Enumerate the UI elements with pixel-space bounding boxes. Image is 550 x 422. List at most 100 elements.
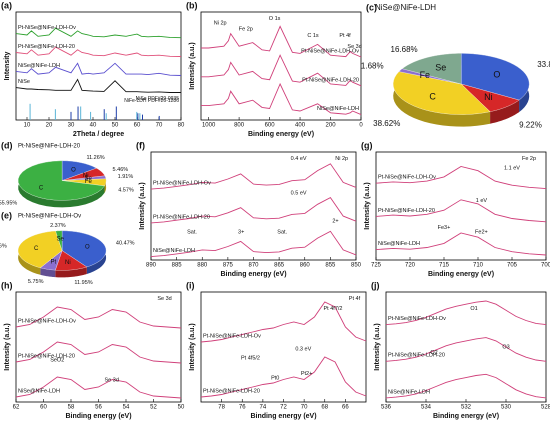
spectrum-line [200,356,367,398]
y-axis-title: Intensity (a.u.) [139,182,146,229]
x-axis-title: Binding energy (eV) [433,413,499,420]
spectrum-line [150,163,357,190]
series-label: NiSe@NiFe-LDH [388,389,430,395]
x-tick-label: 70 [156,123,163,129]
x-tick-label: 400 [295,123,306,129]
pie-side [490,100,520,124]
annotation: O1 [470,306,477,312]
pie-slice [17,230,63,268]
spectrum-line [15,27,182,39]
series-label: Pt-NiSe@NiFe-LDH-20 [153,214,210,220]
series-label: NiSe@NiFe-LDH [153,248,195,254]
pie-slice [461,83,520,112]
x-axis-title: Binding energy (eV) [250,413,316,420]
pie-slice [62,175,107,181]
x-axis-title: Binding energy (eV) [248,131,314,138]
slice-category: Ni [83,173,89,179]
pie-title: Pt-NiSe@NiFe-LDH-Ov [18,214,81,220]
series-label: NiSe@NiFe-LDH [317,106,359,112]
x-tick-label: 850 [351,263,362,269]
x-tick-label: 860 [300,263,311,269]
spectrum-line [15,62,182,76]
series-label: Pt-NiSe@NiFe-LDH-Ov [18,25,76,31]
x-tick-label: 880 [197,263,208,269]
slice-category: C [429,91,436,101]
plot-frame [150,151,357,261]
slice-value-label: 5.75% [28,279,44,285]
annotation: Fe2+ [475,229,488,235]
series-label: NiSe [18,79,30,85]
x-tick-label: 536 [381,405,392,411]
pie-side [104,178,107,193]
x-tick-label: 875 [223,263,234,269]
series-label: Pt-NiSe@NiFe-LDH-Ov [301,48,359,54]
annotation: 1 eV [476,198,488,204]
panel-letter: (h) [1,280,13,290]
slice-category: Ni [65,260,71,266]
slice-category: O [85,245,90,251]
annotation: Pt 4f [349,296,361,302]
x-tick-label: 60 [40,405,47,411]
slice-value-label: 1.68% [361,61,384,70]
pie-slice [398,68,462,85]
x-tick-label: 715 [439,263,450,269]
y-axis-title: Intensity (a.u.) [189,323,196,370]
x-tick-label: 30 [68,123,75,129]
spectrum-line [15,376,182,399]
annotation: 2+ [332,219,338,225]
spectrum-line [200,301,367,343]
slice-value-label: 1.91% [118,174,134,180]
x-tick-label: 70 [301,405,308,411]
panel-letter: (g) [361,140,373,150]
x-tick-label: 58 [68,405,75,411]
pie-slice [55,230,63,251]
x-tick-label: 40 [90,123,97,129]
spectrum-line [15,306,182,329]
x-tick-label: 1000 [202,123,216,129]
x-tick-label: 530 [501,405,512,411]
slice-category: Pt [51,259,57,265]
x-tick-label: 52 [150,405,157,411]
annotation: Pt 4f5/2 [241,355,260,361]
x-tick-label: 885 [172,263,183,269]
x-tick-label: 870 [248,263,259,269]
slice-value-label: 11.95% [74,280,92,286]
y-axis-title: Intensity (a.u.) [364,182,371,229]
x-tick-label: 20 [46,123,53,129]
x-axis-title: Binding energy (eV) [65,413,131,420]
spectrum-line [375,166,547,190]
pie-slice [55,250,88,271]
x-axis-title: 2Theta / degree [73,131,124,138]
annotation: Ni 2p [335,156,348,162]
pie-title: NiSe@NiFe-LDH [375,3,436,12]
annotation: 0.3 eV [295,347,311,353]
series-label: Pt-NiSe@NiFe-LDH-20 [203,388,260,394]
plot-frame [15,291,182,403]
annotation: Fe 2p [239,27,253,33]
series-label: Pt-NiSe@NiFe-LDH-Ov [378,175,436,181]
x-tick-label: 865 [274,263,285,269]
x-tick-label: 800 [234,123,245,129]
y-axis-title: Intensity [4,52,11,81]
spectrum-line [150,197,357,224]
series-label: NiSe@NiFe-LDH [378,241,420,247]
panel-letter: (e) [1,210,12,220]
annotation: Pt0 [271,375,279,381]
x-tick-label: 534 [421,405,432,411]
pie-slice [461,53,530,101]
x-tick-label: 78 [218,405,225,411]
slice-category: C [39,185,44,191]
panel-letter: (j) [371,280,380,290]
series-label: Pt-NiSe@NiFe-LDH-20 [18,353,75,359]
slice-category: Fe [85,179,93,185]
x-tick-label: 68 [321,405,328,411]
pie-slice [40,250,63,271]
x-tick-label: 532 [461,405,472,411]
panel-letter: (a) [1,0,12,10]
slice-value-label: 11.26% [86,155,104,161]
slice-category: C [34,246,39,252]
spectrum-line [15,78,181,93]
slice-value-label: 40.47% [116,241,135,247]
slice-category: O [71,167,76,173]
